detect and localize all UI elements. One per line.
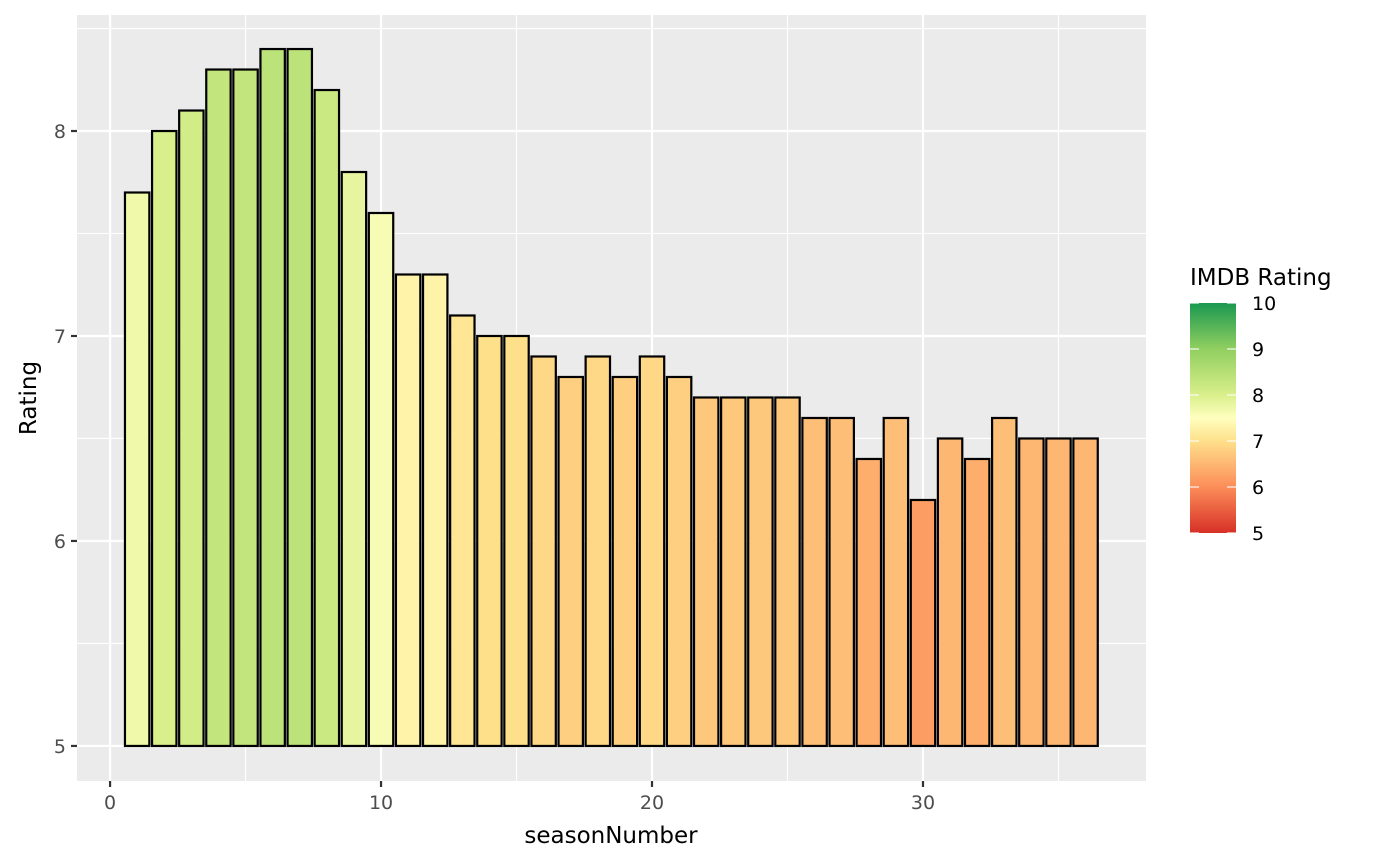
- legend: IMDB Rating 10 9 8 7 6 5: [1190, 265, 1332, 545]
- legend-ticks: 10 9 8 7 6 5: [1190, 293, 1276, 545]
- bar-season-3: [178, 109, 205, 748]
- bar-season-33: [990, 416, 1018, 748]
- bar-season-2: [150, 129, 178, 748]
- legend-tick-label: 8: [1252, 385, 1264, 407]
- x-tick-label: 10: [369, 792, 393, 814]
- bar-season-16: [530, 355, 557, 748]
- y-tick-label: 7: [54, 326, 66, 348]
- y-tick-label: 6: [54, 531, 66, 553]
- bar-season-9: [340, 170, 368, 748]
- y-tick-label: 8: [54, 121, 66, 143]
- legend-tick-label: 10: [1252, 293, 1276, 315]
- bar-season-27: [828, 416, 855, 748]
- bar-season-12: [421, 273, 449, 748]
- bar-season-7: [286, 47, 314, 748]
- legend-tick-label: 5: [1252, 523, 1264, 545]
- bar-season-35: [1045, 437, 1072, 748]
- x-tick-label: 0: [104, 792, 116, 814]
- legend-tick-label: 6: [1252, 477, 1264, 499]
- legend-colorbar: [1190, 303, 1236, 533]
- bar-season-5: [232, 68, 259, 748]
- bar-season-8: [313, 88, 341, 748]
- bar-season-32: [963, 457, 991, 748]
- bars: [123, 47, 1099, 748]
- bar-season-25: [774, 396, 801, 748]
- bar-season-34: [1018, 437, 1045, 748]
- bar-season-10: [367, 211, 395, 748]
- bar-season-30: [909, 498, 937, 748]
- bar-season-11: [394, 273, 422, 748]
- y-tick-label: 5: [54, 736, 66, 758]
- bar-season-18: [584, 355, 612, 748]
- bar-season-15: [503, 334, 530, 748]
- legend-tick-label: 7: [1252, 431, 1264, 453]
- bar-season-21: [665, 375, 693, 748]
- x-axis: 0 10 20 30: [104, 781, 935, 814]
- y-axis: 5 6 7 8: [54, 121, 77, 758]
- bar-season-4: [205, 68, 232, 748]
- y-axis-title: Rating: [16, 361, 42, 435]
- legend-title: IMDB Rating: [1190, 265, 1332, 291]
- bar-season-31: [936, 437, 964, 748]
- x-tick-label: 20: [640, 792, 664, 814]
- x-axis-title: seasonNumber: [524, 823, 698, 849]
- bar-season-23: [720, 396, 747, 748]
- bar-season-36: [1072, 437, 1099, 748]
- bar-season-14: [476, 334, 503, 748]
- bar-season-1: [123, 191, 151, 748]
- bar-season-20: [638, 355, 666, 748]
- bar-season-6: [259, 47, 286, 748]
- x-tick-label: 30: [911, 792, 935, 814]
- bar-season-24: [747, 396, 774, 748]
- legend-tick-label: 9: [1252, 339, 1264, 361]
- bar-season-13: [449, 314, 476, 748]
- bar-season-22: [692, 396, 720, 748]
- bar-season-26: [801, 416, 828, 748]
- bar-season-17: [557, 375, 585, 748]
- bar-season-29: [882, 416, 910, 748]
- bar-season-28: [855, 457, 883, 748]
- bar-season-19: [611, 375, 639, 748]
